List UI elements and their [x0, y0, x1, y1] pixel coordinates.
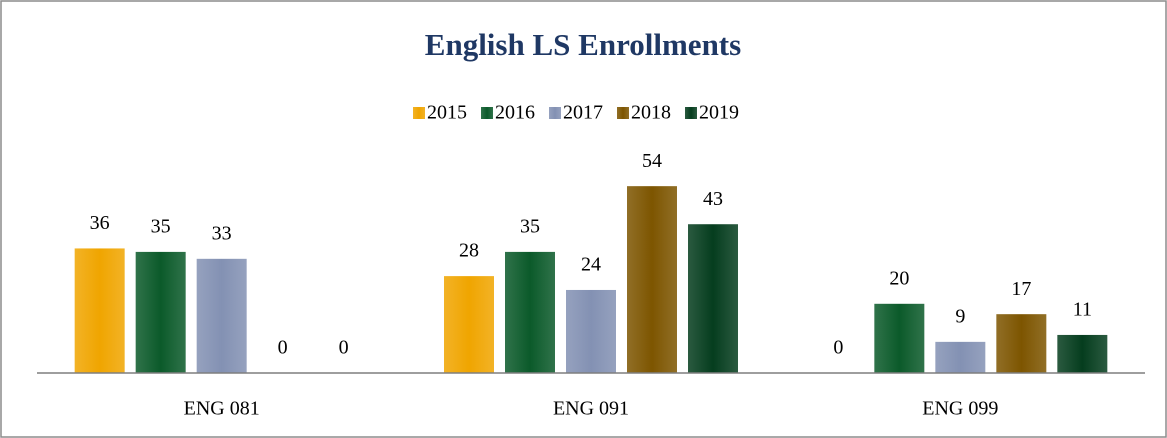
- data-label: 33: [212, 222, 232, 244]
- bar: [996, 314, 1047, 373]
- x-tick-label: ENG 081: [184, 398, 260, 420]
- x-tick-label: ENG 099: [922, 398, 998, 420]
- legend-label: 2018: [631, 102, 671, 124]
- x-tick-label: ENG 091: [553, 398, 629, 420]
- bar: [1057, 334, 1108, 373]
- bar: [74, 248, 125, 373]
- data-label: 28: [459, 240, 479, 262]
- data-label: 11: [1073, 299, 1092, 321]
- legend-swatch: [413, 107, 425, 119]
- data-label: 36: [90, 212, 110, 234]
- bar: [135, 251, 186, 373]
- legend-label: 2019: [699, 102, 739, 124]
- bar: [566, 289, 616, 373]
- bar: [935, 341, 986, 373]
- data-label: 0: [339, 337, 349, 359]
- legend-swatch: [685, 107, 697, 119]
- legend-swatch: [617, 107, 629, 119]
- data-label: 0: [278, 337, 288, 359]
- data-label: 20: [889, 267, 909, 289]
- bar: [874, 303, 925, 373]
- bar: [444, 276, 494, 373]
- bar: [505, 251, 555, 373]
- data-label: 35: [151, 215, 171, 237]
- legend: 2015 2016 2017 2018 2019: [413, 102, 739, 124]
- data-label: 0: [833, 337, 843, 359]
- bar: [627, 186, 677, 373]
- data-label: 54: [642, 150, 662, 172]
- bar: [688, 224, 738, 373]
- legend-label: 2015: [427, 102, 467, 124]
- data-label: 24: [581, 254, 601, 276]
- data-label: 35: [520, 215, 540, 237]
- legend-label: 2016: [495, 102, 535, 124]
- legend-swatch: [549, 107, 561, 119]
- bar: [196, 258, 247, 373]
- legend-swatch: [481, 107, 493, 119]
- data-label: 9: [955, 305, 965, 327]
- data-label: 17: [1011, 278, 1031, 300]
- chart-title: English LS Enrollments: [425, 27, 741, 62]
- legend-label: 2017: [563, 102, 603, 124]
- data-label: 43: [703, 188, 723, 210]
